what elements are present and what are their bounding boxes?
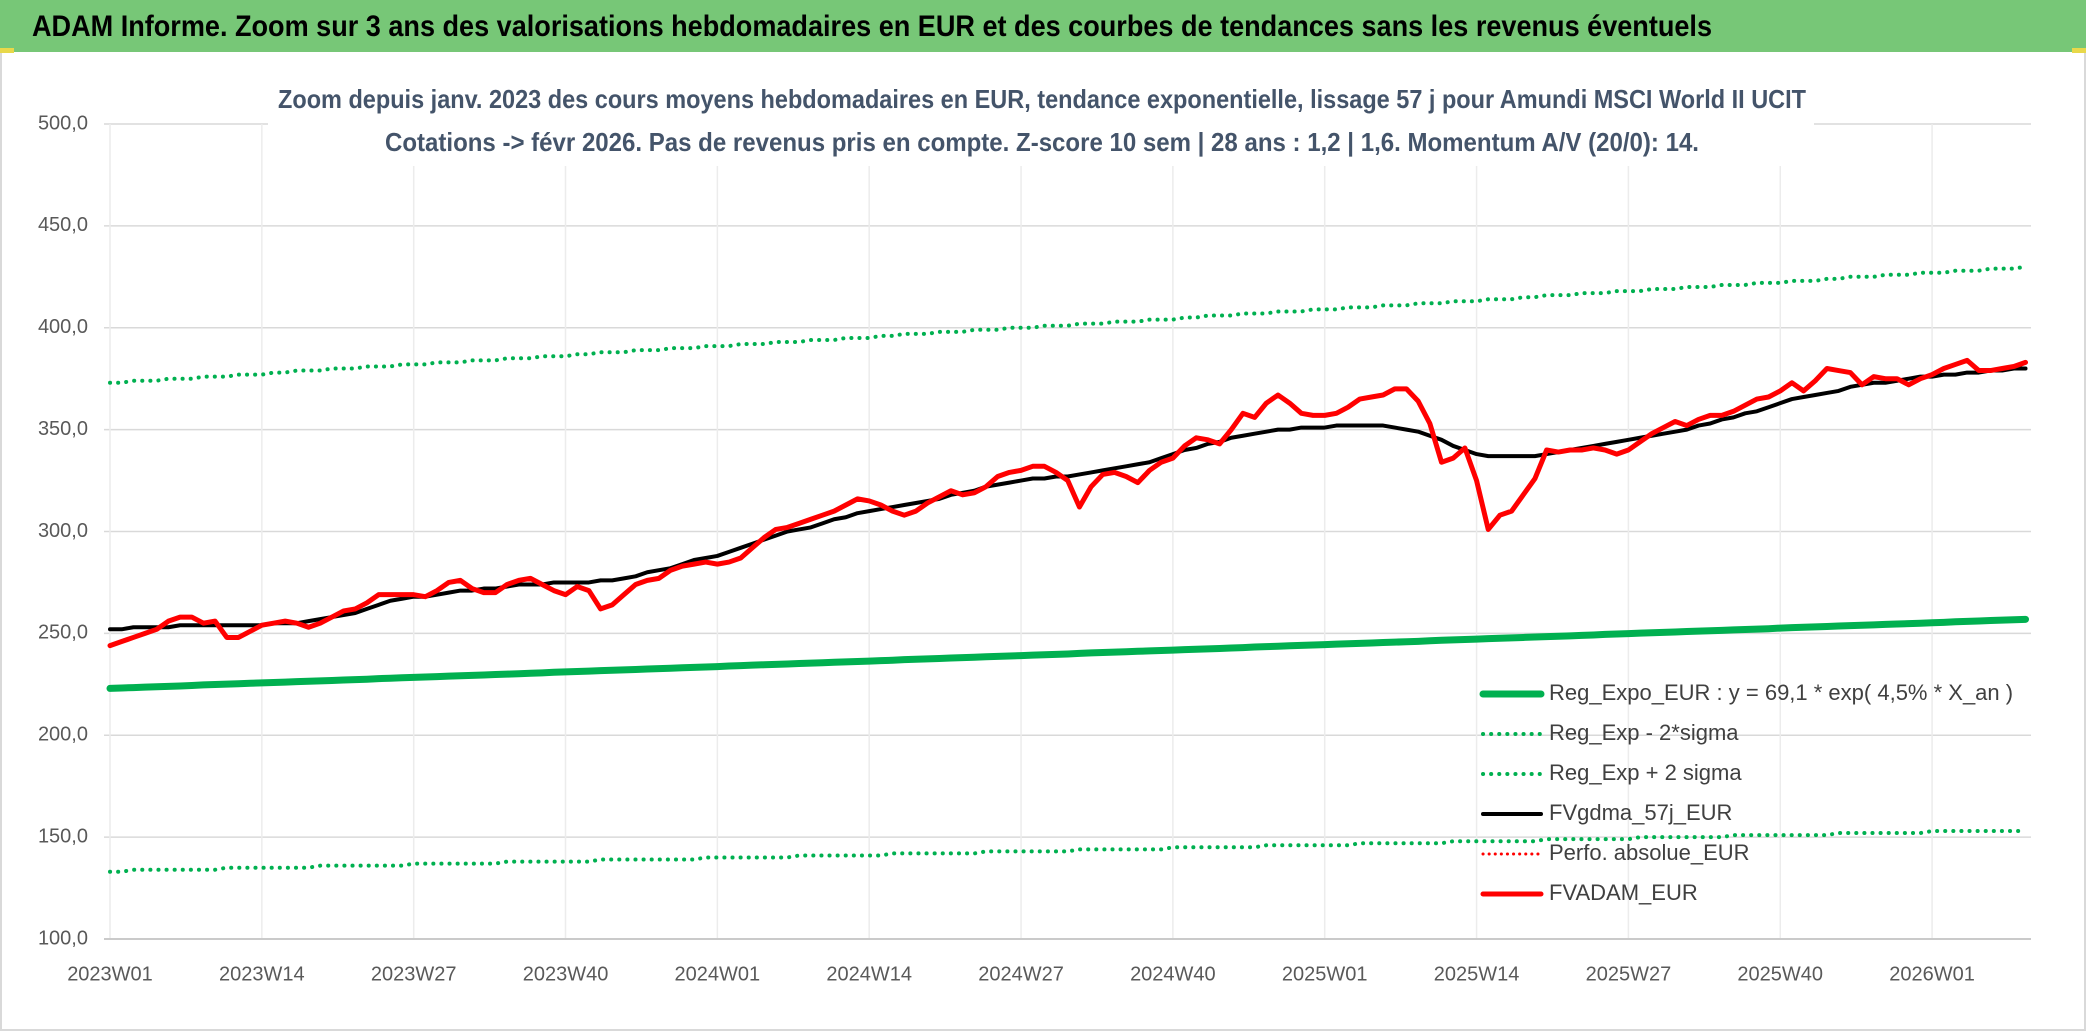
series-line	[107, 357, 2029, 649]
y-tick-label: 350,0	[38, 418, 88, 440]
legend-label: Perfo. absolue_EUR	[1549, 840, 1750, 865]
x-tick-label: 2023W27	[371, 963, 457, 985]
title-bar	[0, 0, 2086, 52]
x-tick-label: 2024W14	[826, 963, 912, 985]
x-tick-label: 2025W01	[1282, 963, 1368, 985]
x-tick-label: 2026W01	[1889, 963, 1975, 985]
legend-label: FVgdma_57j_EUR	[1549, 800, 1732, 825]
title-bar-corner	[0, 48, 14, 53]
series-line	[106, 615, 2030, 692]
subtitle-background	[268, 80, 1814, 166]
series-line	[108, 264, 2028, 385]
legend: Reg_Expo_EUR : y = 69,1 * exp( 4,5% * X_…	[1479, 680, 2013, 905]
legend-label: Reg_Exp - 2*sigma	[1549, 720, 1739, 745]
y-tick-label: 150,0	[38, 825, 88, 847]
chart-subtitle: Zoom depuis janv. 2023 des cours moyens …	[278, 84, 1806, 114]
x-tick-label: 2023W01	[67, 963, 153, 985]
chart-subtitle: Cotations -> févr 2026. Pas de revenus p…	[385, 127, 1699, 157]
legend-label: Reg_Expo_EUR : y = 69,1 * exp( 4,5% * X_…	[1549, 680, 2013, 705]
legend-label: Reg_Exp + 2 sigma	[1549, 760, 1742, 785]
y-tick-label: 200,0	[38, 724, 88, 746]
y-tick-label: 100,0	[38, 927, 88, 949]
x-tick-label: 2025W40	[1737, 963, 1823, 985]
x-tick-label: 2023W14	[219, 963, 305, 985]
y-tick-label: 400,0	[38, 316, 88, 338]
legend-label: FVADAM_EUR	[1549, 880, 1698, 905]
x-tick-label: 2024W27	[978, 963, 1064, 985]
x-tick-label: 2025W27	[1586, 963, 1672, 985]
x-tick-label: 2024W40	[1130, 963, 1216, 985]
y-tick-label: 500,0	[38, 112, 88, 134]
x-tick-label: 2025W14	[1434, 963, 1520, 985]
y-tick-label: 450,0	[38, 214, 88, 236]
title-bar-corner	[2072, 48, 2086, 53]
series-group	[106, 264, 2030, 874]
y-tick-label: 300,0	[38, 520, 88, 542]
x-tick-label: 2023W40	[523, 963, 609, 985]
y-tick-label: 250,0	[38, 622, 88, 644]
chart-title: ADAM Informe. Zoom sur 3 ans des valoris…	[32, 10, 1712, 43]
x-tick-label: 2024W01	[675, 963, 761, 985]
